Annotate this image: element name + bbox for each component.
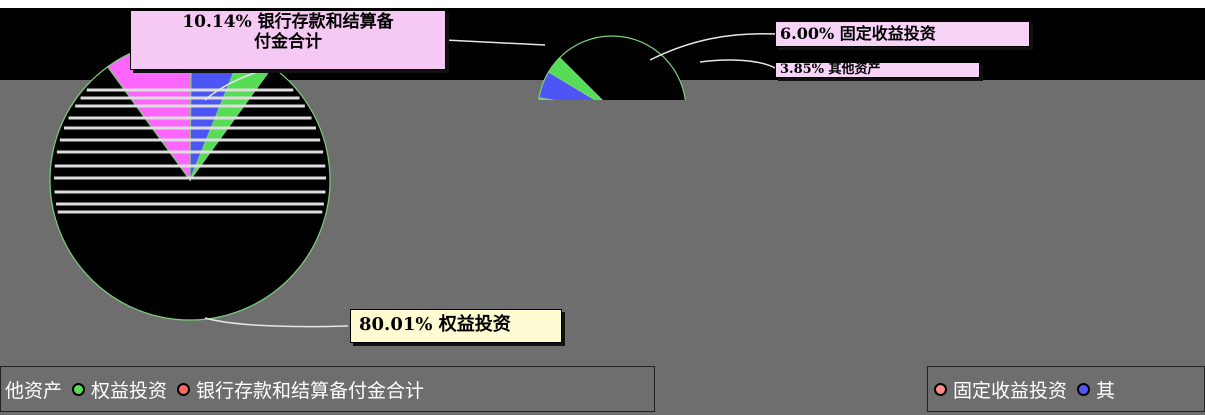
leader-line-fixed (649, 32, 776, 61)
legend-item-fixed-label: 固定收益投资 (953, 379, 1068, 402)
legend-item-fixed: 固定收益投资 (934, 376, 1067, 403)
pie-top-partial (538, 35, 686, 100)
legend-dot-fixed (934, 382, 947, 396)
legend-dot-equity (72, 382, 86, 396)
legend-item-other: 他资产 (5, 376, 62, 403)
legend-left: 他资产 权益投资 银行存款和结算备付金合计 (0, 366, 655, 412)
top-pie-slice-bank (538, 97, 556, 100)
legend-item-bank-label: 银行存款和结算备付金合计 (196, 379, 425, 402)
top-white-band (0, 0, 1205, 8)
label-bank-deposits: 10.14% 银行存款和结算备 付金合计 (130, 10, 446, 70)
label-fixed-income: 6.00% 固定收益投资 (775, 21, 1030, 47)
label-bank-line2: 付金合计 (254, 31, 322, 52)
pie-main (49, 39, 331, 321)
legend-item-other-2-label: 其 (1096, 379, 1116, 402)
top-pie-slice-equity (558, 35, 686, 100)
legend-dot-other (1077, 382, 1091, 396)
label-equity: 80.01% 权益投资 (350, 309, 562, 343)
legend-item-bank: 银行存款和结算备付金合计 (177, 376, 424, 403)
label-bank-line1: 10.14% 银行存款和结算备 (182, 12, 394, 32)
legend-item-other-2: 其 (1077, 376, 1115, 403)
legend-right: 固定收益投资 其 (927, 366, 1205, 412)
legend-dot-bank (177, 382, 191, 396)
label-other-assets: 3.85% 其他资产 (775, 62, 980, 78)
top-pie-slice-other (547, 56, 603, 100)
legend-item-other-label: 他资产 (5, 379, 63, 402)
legend-item-equity: 权益投资 (72, 376, 167, 403)
leader-line-equity (204, 317, 349, 328)
legend-item-equity-label: 权益投资 (91, 379, 168, 402)
leader-line-other (699, 59, 776, 69)
